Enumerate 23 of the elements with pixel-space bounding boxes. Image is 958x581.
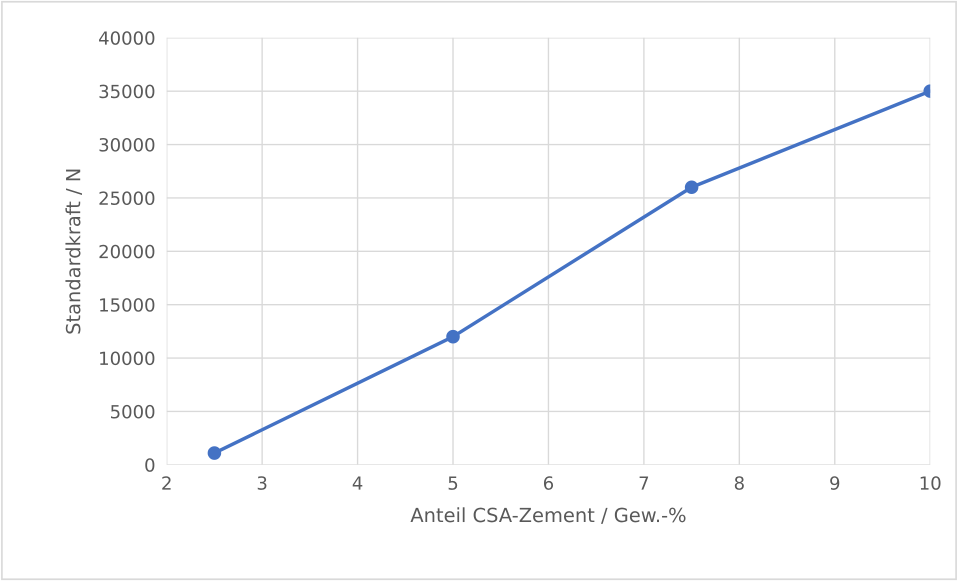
x-tick-label: 2 (162, 476, 171, 490)
x-tick-label: 3 (258, 476, 266, 490)
x-tick-label: 9 (830, 476, 840, 490)
point (684, 180, 698, 194)
x-axis-title: Anteil CSA-Zement / Gew.-% (410, 507, 686, 524)
x-tick-label: 6 (544, 476, 554, 490)
x-tick-label: 4 (352, 476, 362, 490)
x-tick-label: 8 (734, 476, 744, 490)
y-tick-label: 25000 (99, 191, 154, 206)
y-tick-label: 20000 (99, 244, 154, 258)
x-tick-label: 7 (640, 476, 648, 490)
y-tick-label: 0 (145, 458, 154, 472)
y-tick-label: 40000 (99, 31, 154, 45)
point (446, 330, 460, 344)
y-axis-title: Standardkraft / N (65, 170, 82, 334)
y-tick-label: 10000 (100, 352, 154, 366)
y-tick-label: 15000 (100, 298, 154, 312)
y-tick-label: 35000 (100, 84, 154, 98)
x-tick-label: 10 (920, 476, 941, 490)
y-tick-label: 30000 (100, 138, 154, 152)
point (208, 446, 222, 460)
x-tick-label: 5 (448, 476, 458, 490)
y-tick-label: 5000 (111, 404, 154, 419)
